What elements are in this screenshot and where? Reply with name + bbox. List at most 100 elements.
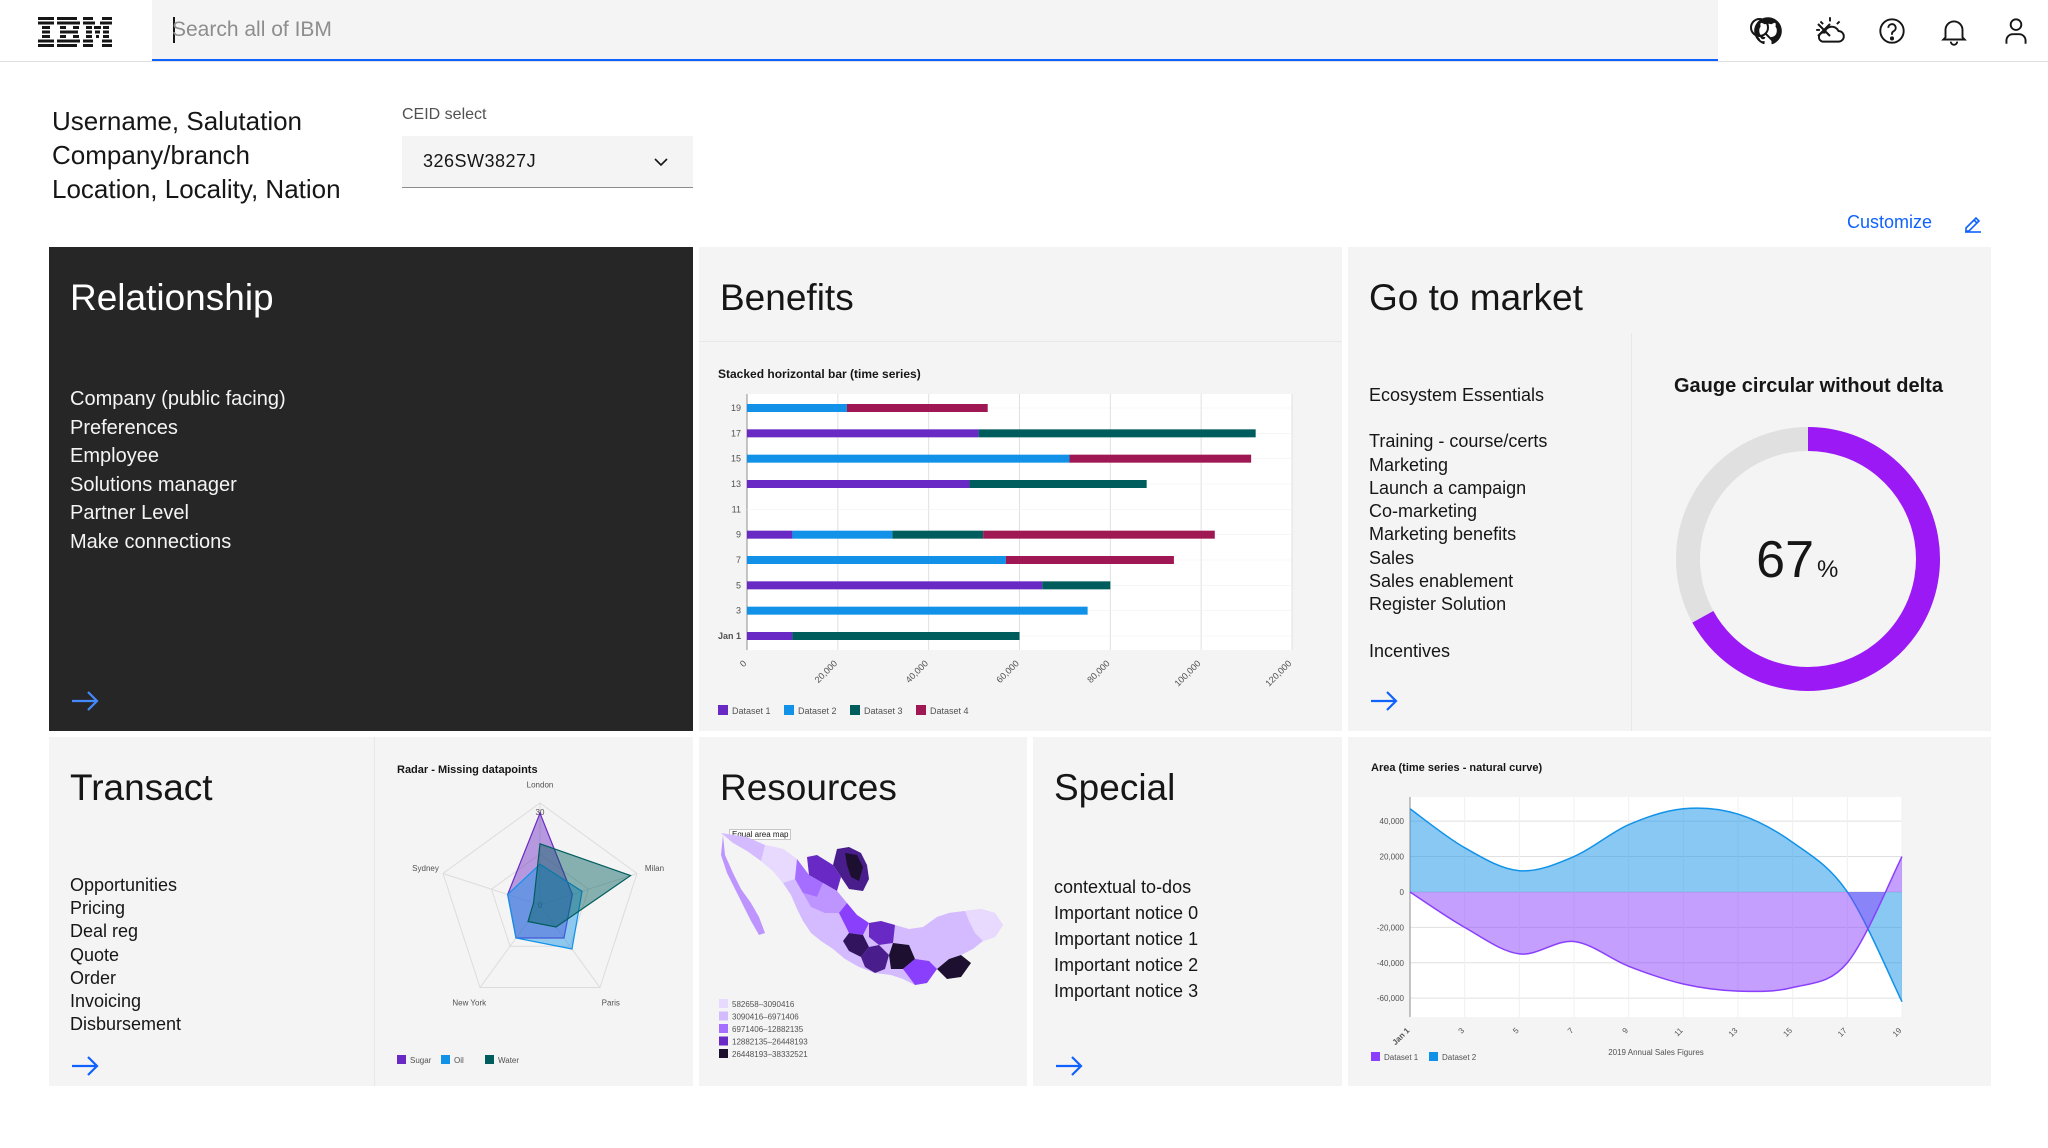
legend-swatch [1429,1052,1438,1061]
transact-link-order[interactable]: Order [70,967,117,988]
legend-swatch [485,1055,494,1064]
choropleth-map: 582658–3090416 3090416–6971406 6971406–128… [719,833,1003,1059]
bar-segment [846,404,988,412]
radar-axis-line [539,873,638,906]
x-tick-label: 7 [1566,1026,1576,1036]
legend-label: 582658–3090416 [732,1000,795,1009]
special-link-todos[interactable]: contextual to-dos [1054,877,1192,897]
gtm-link-sales[interactable]: Sales [1369,547,1415,568]
y-tick-label: 17 [731,428,741,438]
bar-segment [747,480,970,488]
mexico-map-shape [721,833,1003,985]
arrow-right-icon[interactable] [70,689,100,713]
special-notice-1[interactable]: Important notice 1 [1054,929,1199,949]
x-tick-label: 13 [1727,1026,1740,1039]
profile-info: Username, Salutation Company/branch Loca… [52,104,341,206]
tile-benefits[interactable]: Benefits Stacked horizontal bar (time se… [699,247,1342,731]
x-tick-label: 40,000 [904,658,931,685]
tile-title: Transact [70,767,213,808]
relationship-link-solutions-manager[interactable]: Solutions manager [70,473,237,496]
weather-icon[interactable] [1813,14,1847,48]
radar-grid-ring [442,802,638,989]
bar-segment [747,530,793,539]
search-input[interactable] [172,14,1552,46]
legend-swatch [719,1036,728,1046]
user-icon[interactable] [1999,14,2033,48]
special-notice-0[interactable]: Important notice 0 [1054,903,1199,923]
transact-link-invoicing[interactable]: Invoicing [70,991,142,1012]
legend-swatch [718,705,728,715]
tile-transact[interactable]: Transact Opportunities Pricing Deal reg … [49,737,693,1086]
y-tick-label: -20,000 [1377,923,1405,932]
area-line-dataset-2 [1409,807,1903,1003]
relationship-list: Company (public facing) Preferences Empl… [70,385,286,556]
radar-axis-line [442,873,541,906]
bar-segment [969,480,1147,488]
legend-swatch [1371,1052,1380,1061]
y-tick-label: 13 [731,479,741,489]
customize-link[interactable]: Customize [1847,212,1933,232]
tile-resources[interactable]: Resources Equal area map [699,737,1027,1086]
bar-segment [747,404,847,412]
relationship-link-company[interactable]: Company (public facing) [70,388,286,410]
edit-icon[interactable] [1962,212,1984,234]
stacked-bar-chart: 0 20,000 40,000 60,000 80,000 100,000 120,000 J… [718,394,1293,716]
gtm-link-sales-enablement[interactable]: Sales enablement [1369,571,1514,592]
x-tick-label: 17 [1836,1026,1849,1039]
legend-label: Dataset 4 [930,706,969,716]
gtm-link-launch-campaign[interactable]: Launch a campaign [1369,477,1527,498]
tile-special[interactable]: Special contextual to-dos Important noti… [1033,737,1342,1086]
transact-link-deal-reg[interactable]: Deal reg [70,921,139,942]
legend-swatch [916,705,926,715]
github-icon[interactable] [1751,14,1785,48]
y-tick-label: 3 [736,606,741,616]
x-tick-label: 60,000 [994,658,1021,685]
notification-icon[interactable] [1937,14,1971,48]
radar-axis-label: Milan [645,864,664,873]
radar-axis-line [539,904,601,988]
gtm-link-ecosystem[interactable]: Ecosystem Essentials [1369,385,1545,405]
area-chart-panel: Area (time series - natural curve) 40,00… [1348,737,1924,1086]
transact-link-pricing[interactable]: Pricing [70,898,126,919]
legend-swatch [719,1024,728,1033]
tile-relationship[interactable]: Relationship Company (public facing) Pre… [49,247,693,731]
relationship-link-partner-level[interactable]: Partner Level [70,502,189,524]
arrow-right-icon[interactable] [70,1054,100,1078]
gtm-link-marketing-benefits[interactable]: Marketing benefits [1369,524,1517,545]
y-tick-label: 0 [1400,888,1405,897]
x-tick-label: Jan 1 [1391,1026,1412,1047]
bar-segment [983,530,1215,539]
bar-segment [792,530,893,539]
special-notice-2[interactable]: Important notice 2 [1054,955,1199,975]
transact-list: Opportunities Pricing Deal reg Quote Ord… [70,874,181,1036]
tile-go-to-market[interactable]: Go to market Ecosystem Essentials Traini… [1348,247,1991,731]
transact-link-opportunities[interactable]: Opportunities [70,875,178,895]
relationship-link-employee[interactable]: Employee [70,445,159,467]
relationship-link-preferences[interactable]: Preferences [70,416,178,439]
legend-label: 6971406–12882135 [732,1025,804,1034]
radar-grid-ring [490,853,590,947]
search-bar [152,0,1831,61]
relationship-link-make-connections[interactable]: Make connections [70,530,232,553]
bar-segment [978,429,1256,438]
gtm-link-marketing[interactable]: Marketing [1369,454,1449,475]
gtm-link-register-solution[interactable]: Register Solution [1369,594,1507,615]
gauge-chart: 67% [1676,427,1940,691]
gauge-title: Gauge circular without delta [1674,375,1943,397]
ceid-dropdown[interactable]: 326SW3827J [402,136,693,188]
gtm-link-training[interactable]: Training - course/certs [1369,431,1548,452]
gtm-link-incentives[interactable]: Incentives [1369,640,1451,661]
tile-area-chart: Area (time series - natural curve) 40,00… [1348,737,1991,1086]
legend-label: 3090416–6971406 [732,1013,799,1022]
gauge-unit: % [1817,556,1838,583]
y-tick-label: 9 [736,530,741,540]
arrow-right-icon[interactable] [1054,1054,1084,1078]
transact-link-quote[interactable]: Quote [70,944,120,965]
help-icon[interactable] [1875,14,1909,48]
arrow-right-icon[interactable] [1369,689,1399,713]
transact-link-disbursement[interactable]: Disbursement [70,1014,182,1035]
gtm-link-co-marketing[interactable]: Co-marketing [1369,501,1478,522]
ibm-logo[interactable] [38,13,114,49]
special-notice-3[interactable]: Important notice 3 [1054,981,1199,1001]
